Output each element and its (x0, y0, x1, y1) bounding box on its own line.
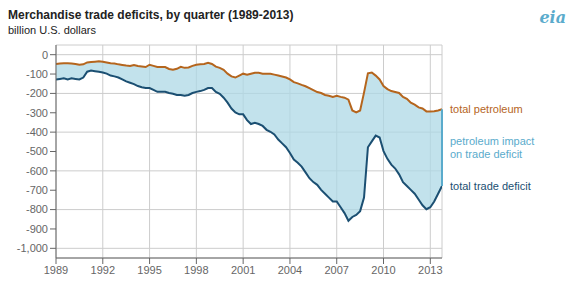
svg-text:petroleum impacton trade defic: petroleum impacton trade deficit (450, 135, 534, 160)
svg-text:-200: -200 (26, 87, 48, 99)
svg-text:1995: 1995 (137, 264, 161, 276)
svg-text:0: 0 (42, 49, 48, 61)
svg-text:total trade deficit: total trade deficit (450, 180, 531, 192)
svg-text:-500: -500 (26, 145, 48, 157)
svg-text:-300: -300 (26, 107, 48, 119)
svg-text:-1,000: -1,000 (17, 242, 48, 254)
html-text:Merchandise trade deficits, by: Merchandise trade deficits, by quarter (… (8, 8, 294, 22)
svg-text:-800: -800 (26, 203, 48, 215)
svg-text:-400: -400 (26, 126, 48, 138)
svg-text:-600: -600 (26, 165, 48, 177)
svg-text:2010: 2010 (371, 264, 395, 276)
svg-text:-700: -700 (26, 184, 48, 196)
html-text:billion U.S. dollars: billion U.S. dollars (8, 24, 96, 36)
svg-text:1992: 1992 (91, 264, 115, 276)
svg-text:1998: 1998 (184, 264, 208, 276)
svg-text:-100: -100 (26, 68, 48, 80)
svg-text:-900: -900 (26, 223, 48, 235)
svg-text:2001: 2001 (231, 264, 255, 276)
html-text:eia: eia (539, 8, 566, 27)
svg-text:total petroleum: total petroleum (450, 103, 523, 115)
svg-text:2007: 2007 (324, 264, 348, 276)
svg-text:1989: 1989 (44, 264, 68, 276)
svg-text:2004: 2004 (278, 264, 302, 276)
svg-text:2013: 2013 (418, 264, 442, 276)
